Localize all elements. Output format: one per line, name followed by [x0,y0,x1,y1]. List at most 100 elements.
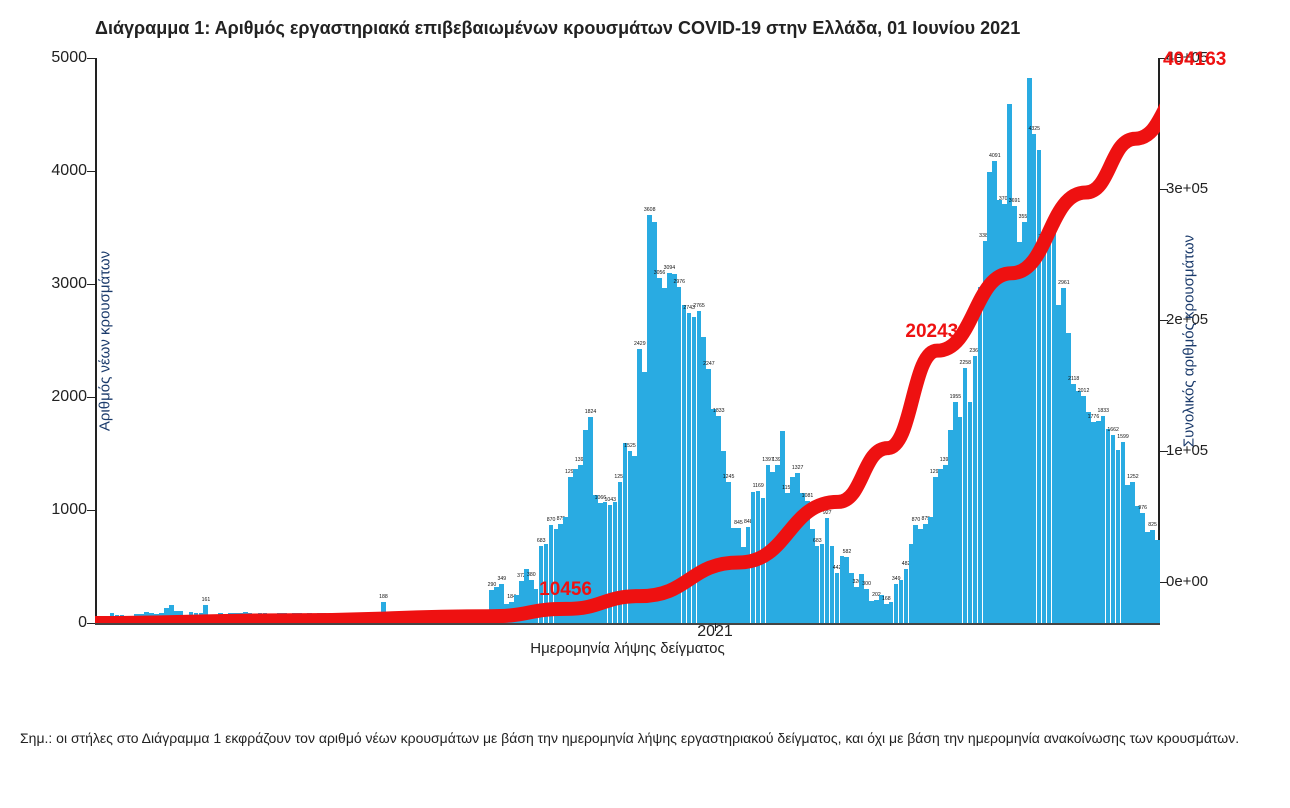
bar-value-label: 927 [823,510,832,516]
bar-value-label: 1245 [723,474,735,480]
daily-case-bar [509,602,514,623]
cumulative-annotation-2: 202434 [905,321,968,343]
daily-case-bar [115,615,120,623]
daily-case-bar [189,612,194,623]
daily-case-bar [120,615,125,623]
bar-value-label: 1599 [1117,434,1129,440]
daily-case-bar [731,528,736,623]
daily-case-bar [307,613,312,623]
bar-value-label: 870 [547,517,556,523]
daily-case-bar [987,172,992,623]
daily-case-bar [1096,421,1101,623]
daily-case-bar [144,612,149,623]
daily-case-bar [356,613,361,623]
daily-case-bar [953,402,958,623]
daily-case-bar [672,274,677,623]
daily-case-bar [1061,288,1066,623]
bar-value-label: 168 [882,596,891,602]
daily-case-bar [213,615,218,623]
daily-case-bar [726,482,731,623]
cumulative-annotation-3: 404163 [1163,49,1226,71]
daily-case-bar [884,604,889,623]
y-tick-left-3000 [87,284,95,285]
daily-case-bar [139,614,144,623]
daily-case-bar [529,580,534,623]
daily-case-bar [1002,204,1007,623]
daily-case-bar [1076,391,1081,623]
daily-case-bar [253,614,258,623]
daily-case-bar [445,613,450,623]
daily-case-bar [371,613,376,623]
bar-value-label: 188 [379,594,388,600]
daily-case-bar [361,614,366,623]
daily-case-bar [401,613,406,623]
bar-value-label: 2247 [703,361,715,367]
daily-case-bar [1052,231,1057,623]
daily-case-bar [475,613,480,623]
daily-case-bar [430,614,435,623]
daily-case-bar [736,528,741,623]
y-tick-left-4000 [87,171,95,172]
y-tick-label-right-0e0: 0e+00 [1166,573,1218,590]
daily-case-bar [913,525,918,623]
daily-case-bar [647,215,652,623]
daily-case-bar [386,613,391,623]
daily-case-bar [1022,222,1027,623]
daily-case-bar [327,614,332,623]
daily-case-bar [337,613,342,623]
daily-case-bar [958,417,963,623]
y-tick-label-left-4000: 4000 [47,162,87,180]
bar-value-label: 870 [912,517,921,523]
bar-value-label: 1824 [585,409,597,415]
y-tick-label-left-1000: 1000 [47,501,87,519]
bar-value-label: 2976 [673,279,685,285]
cumulative-annotation-1: 10456 [539,579,592,601]
daily-case-bar [1027,78,1032,623]
bar-value-label: 1662 [1107,427,1119,433]
daily-case-bar [164,608,169,623]
daily-case-bar [480,613,485,623]
bars-container: 161 188 290 349 184 372 380 683 870 875 1290 1395 18… [95,58,1160,623]
daily-case-bar [751,492,756,623]
daily-case-bar [701,337,706,623]
chart-footnote: Σημ.: οι στήλες στο Διάγραμμα 1 εκφράζου… [20,728,1270,749]
bar-value-label: 3691 [1009,198,1021,204]
daily-case-bar [697,311,702,623]
daily-case-bar [302,614,307,623]
daily-case-bar [938,469,943,623]
daily-case-bar [1056,305,1061,623]
daily-case-bar [864,589,869,623]
daily-case-bar [1086,412,1091,623]
daily-case-bar [1042,242,1047,623]
daily-case-bar [746,527,751,623]
daily-case-bar [761,498,766,623]
daily-case-bar [948,430,953,623]
daily-case-bar [381,602,386,623]
daily-case-bar [440,613,445,623]
y-tick-label-right-3e5: 3e+05 [1166,180,1218,197]
daily-case-bar [218,613,223,623]
daily-case-bar [835,573,840,623]
daily-case-bar [312,614,317,623]
daily-case-bar [258,613,263,623]
bar-value-label: 2012 [1078,388,1090,394]
daily-case-bar [790,477,795,623]
daily-case-bar [1125,485,1130,623]
daily-case-bar [623,443,628,623]
daily-case-bar [598,503,603,623]
bar-value-label: 3608 [644,207,656,213]
daily-case-bar [1150,530,1155,623]
daily-case-bar [243,612,248,623]
daily-case-bar [1017,242,1022,623]
y-tick-label-left-3000: 3000 [47,275,87,293]
daily-case-bar [376,614,381,623]
daily-case-bar [233,613,238,623]
daily-case-bar [603,502,608,623]
plot-area: 5000 4000 3000 2000 1000 0 Αριθμός νέων … [95,58,1160,623]
y-axis-label-right: Συνολικός αριθμός κρουσμάτων [1180,234,1197,446]
daily-case-bar [1135,506,1140,623]
daily-case-bar [228,613,233,623]
daily-case-bar [983,241,988,623]
daily-case-bar [933,477,938,623]
daily-case-bar [968,402,973,623]
